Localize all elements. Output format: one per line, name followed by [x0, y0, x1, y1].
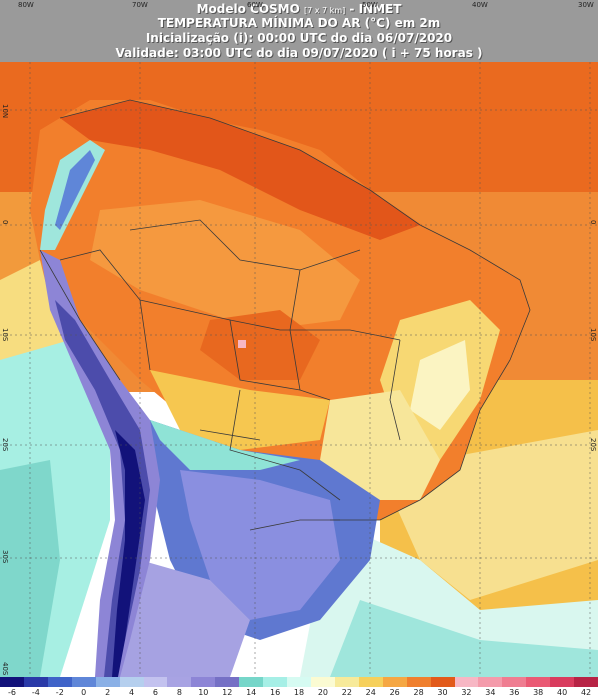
legend-tick-label: 38 — [533, 688, 544, 697]
legend-swatch — [167, 677, 192, 687]
legend-tick-label: 24 — [365, 688, 376, 697]
legend-tick-label: 28 — [413, 688, 424, 697]
legend-tick-label: 8 — [176, 688, 182, 697]
model-name: Modelo COSMO — [196, 2, 300, 16]
legend-tick-label: 34 — [485, 688, 496, 697]
legend-swatch — [71, 677, 96, 687]
legend-swatch — [502, 677, 527, 687]
legend-swatch — [191, 677, 216, 687]
color-legend: -6 -4 -2 0 2 4 6 8 10 12 14 16 18 20 22 24 26 28 30 32 34 36 3… — [0, 677, 598, 700]
legend-swatches — [0, 677, 598, 687]
legend-swatch — [478, 677, 503, 687]
model-title: Modelo COSMO [7 x 7 km] - INMET — [0, 2, 598, 16]
legend-tick-label: 0 — [81, 688, 87, 697]
legend-swatch — [263, 677, 288, 687]
legend-swatch — [406, 677, 431, 687]
legend-swatch — [239, 677, 264, 687]
legend-swatch — [334, 677, 359, 687]
legend-tick-label: 42 — [580, 688, 592, 697]
legend-swatch — [430, 677, 455, 687]
legend-tick-label: 40 — [557, 688, 568, 697]
central-west-dark — [200, 310, 320, 380]
legend-tick-label: -4 — [31, 688, 40, 697]
legend-swatch — [143, 677, 168, 687]
lon-label: 70W — [132, 1, 148, 9]
patagonia — [120, 560, 250, 677]
initialization-line: Inicialização (i): 00:00 UTC do dia 06/0… — [145, 31, 453, 45]
legend-tick-label: 6 — [152, 688, 159, 697]
legend-swatch — [47, 677, 72, 687]
ocean-south-cyan — [330, 600, 598, 677]
legend-swatch — [358, 677, 383, 687]
lon-label: 60W — [247, 1, 263, 9]
variable-title: TEMPERATURA MÍNIMA DO AR (°C) em 2m — [157, 16, 441, 30]
pacific-west-yellow — [0, 260, 70, 360]
validity-line: Validade: 03:00 UTC do dia 09/07/2020 ( … — [115, 46, 483, 60]
lon-label: 30W — [578, 1, 594, 9]
map-header: Modelo COSMO [7 x 7 km] - INMET TEMPERAT… — [0, 0, 598, 62]
central-band — [150, 370, 330, 450]
legend-tick-label: 36 — [509, 688, 520, 697]
legend-tick-label: 20 — [317, 688, 328, 697]
legend-ticks: -6 -4 -2 0 2 4 6 8 10 12 14 16 18 20 22 24 26 28 30 32 34 36 3… — [0, 688, 598, 700]
lon-label: 80W — [18, 1, 34, 9]
legend-tick-label: 32 — [461, 688, 472, 697]
legend-swatch — [95, 677, 120, 687]
pale-spot — [238, 340, 246, 348]
legend-swatch — [454, 677, 479, 687]
amazon-interior — [90, 200, 360, 330]
legend-swatch — [382, 677, 407, 687]
model-source: - INMET — [349, 2, 402, 16]
northeast-pale — [410, 340, 470, 430]
legend-tick-label: 10 — [198, 688, 209, 697]
legend-tick-label: 18 — [293, 688, 305, 697]
legend-swatch — [215, 677, 240, 687]
legend-swatch — [526, 677, 551, 687]
legend-tick-label: 30 — [437, 688, 448, 697]
legend-tick-label: 14 — [246, 688, 257, 697]
legend-tick-label: 12 — [222, 688, 233, 697]
lon-label: 40W — [472, 1, 488, 9]
lat-label-right: 10S — [589, 328, 597, 342]
legend-swatch — [23, 677, 48, 687]
model-resolution: [7 x 7 km] — [304, 6, 346, 15]
legend-tick-label: -2 — [55, 688, 64, 697]
lon-label: 50W — [362, 1, 378, 9]
lat-label: 40S — [1, 662, 9, 676]
lat-label: 0 — [1, 220, 9, 225]
north-coast-dark — [60, 100, 420, 240]
legend-swatch — [0, 677, 24, 687]
legend-tick-label: 16 — [269, 688, 281, 697]
legend-swatch — [287, 677, 311, 687]
legend-swatch — [574, 677, 598, 687]
legend-swatch — [119, 677, 144, 687]
temperature-map — [0, 62, 598, 677]
legend-tick-label: 4 — [129, 688, 135, 697]
legend-tick-label: 22 — [341, 688, 352, 697]
legend-tick-label: -6 — [7, 688, 16, 697]
lat-label-right: 20S — [589, 438, 597, 452]
lat-label: 20S — [1, 438, 9, 452]
political-borders — [39, 99, 531, 531]
lat-label: 10N — [1, 104, 9, 119]
lat-label: 10S — [1, 328, 9, 342]
andes-core — [112, 430, 145, 677]
lat-label-right: 0 — [589, 220, 597, 225]
legend-tick-label: 2 — [105, 688, 111, 697]
lat-label: 30S — [1, 550, 9, 564]
south-lilac — [180, 470, 340, 620]
legend-tick-label: 26 — [389, 688, 400, 697]
legend-swatch — [310, 677, 335, 687]
legend-swatch — [550, 677, 575, 687]
andes-north-core — [55, 150, 95, 230]
